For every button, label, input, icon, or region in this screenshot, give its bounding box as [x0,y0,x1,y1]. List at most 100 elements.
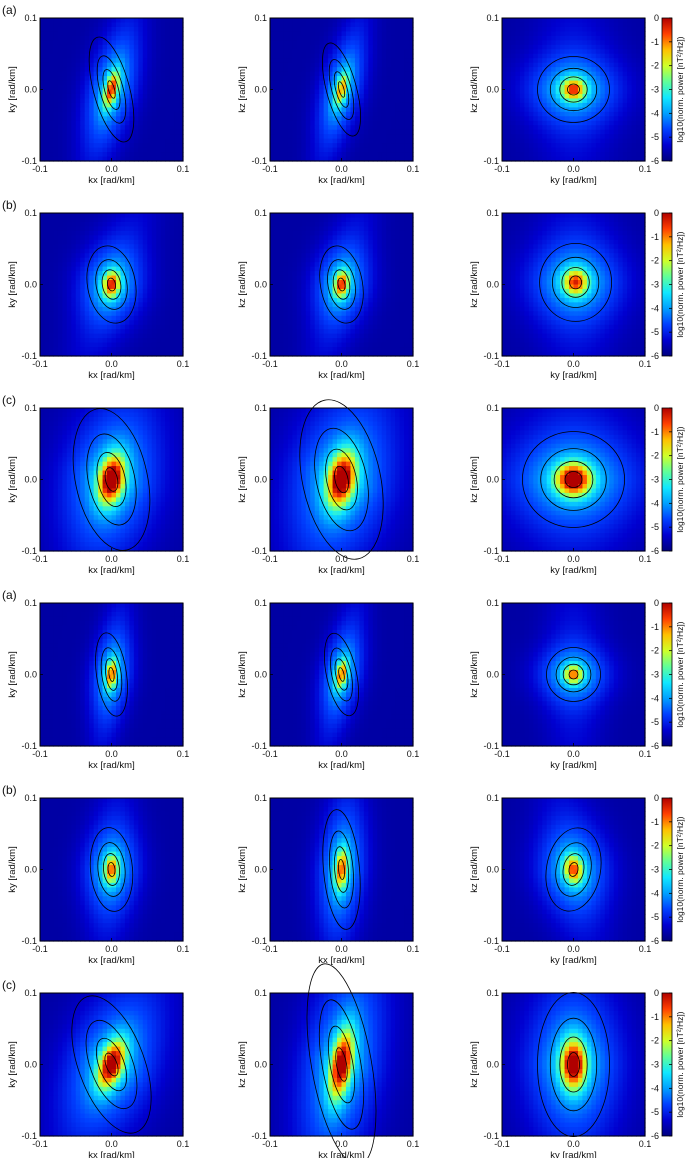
heatmap-cell [270,67,276,73]
heatmap-cell [57,107,63,113]
heatmap-cell [408,71,414,77]
heatmap-cell [174,134,180,140]
heatmap-cell [577,138,584,144]
heatmap-cell [631,107,637,113]
heatmap-cell [120,116,126,122]
heatmap-cell [169,342,175,348]
heatmap-cell [169,62,175,68]
heatmap-cell [165,35,171,41]
heatmap-cell [404,98,410,104]
heatmap-cell [292,107,298,113]
heatmap-cell [551,129,557,135]
heatmap-cell [48,76,55,82]
heatmap-cell [372,31,378,37]
heatmap-cell [618,116,624,122]
heatmap-cell [390,235,396,241]
heatmap-cell [296,89,302,95]
heatmap-cell [573,44,579,50]
heatmap-cell [120,67,126,73]
heatmap-cell [165,147,171,153]
heatmap-cell [586,98,592,104]
heatmap-cell [408,107,414,113]
heatmap-cell [368,40,374,46]
heatmap-cell [129,120,135,126]
heatmap-cell [48,111,55,117]
heatmap-cell [600,35,606,41]
heatmap-cell [368,226,374,232]
heatmap-cell [328,116,334,122]
heatmap-cell [44,320,50,326]
heatmap-cell [40,315,46,321]
heatmap-cell [178,85,184,91]
heatmap-cell [66,280,72,286]
heatmap-cell [71,221,77,228]
heatmap-cell [577,85,584,91]
heatmap-cell [120,111,126,117]
heatmap-cell [283,40,289,46]
heatmap-cell [71,67,77,73]
heatmap-cell [133,129,139,135]
heatmap-cell [502,129,508,135]
heatmap-cell [341,125,347,131]
heatmap-cell [404,40,410,46]
heatmap-cell [287,22,293,28]
heatmap-cell [274,221,280,228]
heatmap-cell [84,342,90,348]
heatmap-cell [537,89,543,95]
heatmap-cell [57,351,63,357]
heatmap-cell [147,111,153,117]
heatmap-cell [524,120,530,126]
heatmap-cell [551,107,557,113]
heatmap-cell [533,35,539,41]
heatmap-cell [89,138,95,144]
heatmap-cell [178,239,184,245]
heatmap-cell [395,297,401,303]
y-tick-label: 0.0 [24,280,37,290]
heatmap-cell [381,306,387,312]
heatmap-cell [287,134,293,140]
heatmap-cell [115,324,122,330]
heatmap-cell [577,89,584,95]
heatmap-cell [111,35,117,41]
heatmap-cell [404,302,410,308]
heatmap-cell [287,116,293,122]
heatmap-cell [142,244,148,250]
heatmap-cell [133,143,139,149]
heatmap-cell [395,102,401,108]
heatmap-cell [57,138,63,144]
heatmap-cell [310,111,316,117]
heatmap-cell [640,156,646,162]
heatmap-cell [274,80,280,86]
heatmap-cell [310,239,316,245]
heatmap-cell [147,134,153,140]
heatmap-cell [62,342,68,348]
heatmap-cell [57,85,63,91]
heatmap-cell [169,221,175,228]
heatmap-cell [341,102,347,108]
heatmap-cell [270,93,276,100]
heatmap-cell [283,129,289,135]
heatmap-cell [354,288,360,295]
heatmap-cell [408,320,414,326]
heatmap-cell [111,297,117,303]
heatmap-cell [57,62,63,68]
heatmap-cell [71,18,77,24]
heatmap-cell [151,257,157,263]
heatmap-cell [609,89,615,95]
heatmap-cell [332,266,338,272]
heatmap-cell [115,62,122,68]
heatmap-cell [323,71,329,77]
heatmap-cell [138,35,144,41]
heatmap-cell [622,98,628,104]
heatmap-cell [89,143,95,149]
heatmap-cell [627,156,633,162]
heatmap-cell [278,93,285,100]
heatmap-cell [278,235,285,241]
heatmap-cell [368,120,374,126]
heatmap-cell [48,253,55,259]
heatmap-cell [569,40,575,46]
heatmap-cell [337,18,343,24]
x-tick-label: -0.1 [262,164,278,174]
heatmap-cell [174,253,180,259]
spectrum-panel: -0.1 0.0 0.1-0.10.00.1kx [rad/km]kz [rad/k… [237,13,419,186]
